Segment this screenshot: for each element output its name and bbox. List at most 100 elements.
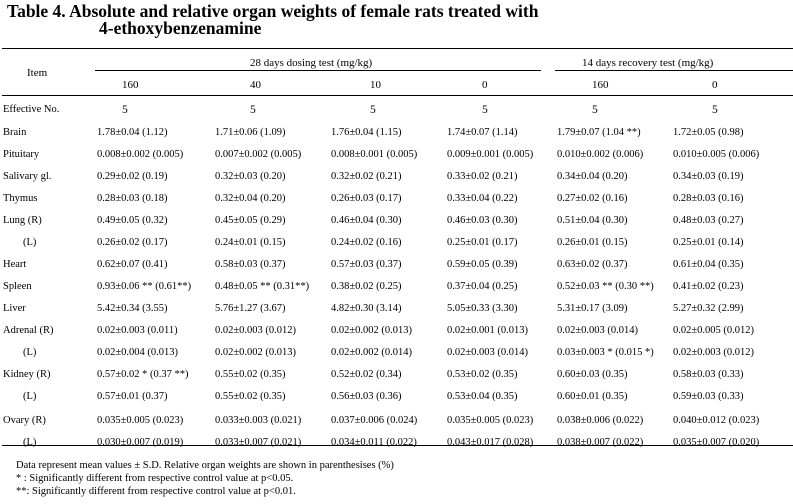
table-cell: 0.45±0.05 (0.29)	[215, 215, 286, 226]
table-cell: 0.24±0.01 (0.15)	[215, 237, 286, 248]
table-cell: 0.007±0.002 (0.005)	[215, 149, 302, 160]
table-cell: 0.043±0.017 (0.028)	[447, 437, 534, 448]
table-cell: 0.010±0.005 (0.006)	[673, 149, 760, 160]
table-cell: 0.61±0.04 (0.35)	[673, 259, 744, 270]
table-cell: 5	[122, 104, 128, 116]
item-header: Item	[27, 67, 48, 79]
recovery-group-header: 14 days recovery test (mg/kg)	[582, 57, 714, 69]
table-cell: 1.79±0.07 (1.04 **)	[557, 127, 641, 138]
table-cell: 0.030±0.007 (0.019)	[97, 437, 184, 448]
row-label: (L)	[23, 437, 37, 448]
table-cell: 0.49±0.05 (0.32)	[97, 215, 168, 226]
table-cell: 5	[482, 104, 488, 116]
table-cell: 0.02±0.003 (0.014)	[447, 347, 529, 358]
table-cell: 5	[592, 104, 598, 116]
footnote-1: Data represent mean values ± S.D. Relati…	[16, 460, 394, 471]
table-bottom-rule	[2, 445, 793, 446]
table-cell: 0.55±0.02 (0.35)	[215, 369, 286, 380]
table-cell: 0.33±0.04 (0.22)	[447, 193, 518, 204]
table-cell: 0.24±0.02 (0.16)	[331, 237, 402, 248]
row-label: (L)	[23, 347, 37, 358]
table-cell: 0.59±0.05 (0.39)	[447, 259, 518, 270]
row-label: Heart	[3, 259, 27, 270]
row-label: Brain	[3, 127, 27, 138]
table-cell: 0.55±0.02 (0.35)	[215, 391, 286, 402]
table-cell: 0.32±0.04 (0.20)	[215, 193, 286, 204]
table-cell: 0.58±0.03 (0.33)	[673, 369, 744, 380]
table-cell: 5.76±1.27 (3.67)	[215, 303, 286, 314]
dose-header-3: 0	[482, 79, 488, 91]
dose-header-4: 160	[592, 79, 609, 91]
table-cell: 5	[712, 104, 718, 116]
table-cell: 0.035±0.007 (0.020)	[673, 437, 760, 448]
table-top-rule	[2, 48, 793, 49]
table-cell: 0.32±0.02 (0.21)	[331, 171, 402, 182]
table-cell: 0.93±0.06 ** (0.61**)	[97, 281, 192, 292]
table-title-line-2: 4-ethoxybenzenamine	[99, 18, 262, 38]
table-cell: 0.32±0.03 (0.20)	[215, 171, 286, 182]
row-label: Adrenal (R)	[3, 325, 54, 336]
table-cell: 5.42±0.34 (3.55)	[97, 303, 168, 314]
table-cell: 0.037±0.006 (0.024)	[331, 415, 418, 426]
table-cell: 0.02±0.005 (0.012)	[673, 325, 755, 336]
table-cell: 0.59±0.03 (0.33)	[673, 391, 744, 402]
table-cell: 0.034±0.011 (0.022)	[331, 437, 417, 448]
row-label: Spleen	[3, 281, 32, 292]
table-cell: 0.62±0.07 (0.41)	[97, 259, 168, 270]
dosing-group-underline	[95, 70, 541, 71]
table-cell: 0.040±0.012 (0.023)	[673, 415, 760, 426]
row-label: Pituitary	[3, 149, 40, 160]
table-cell: 0.60±0.03 (0.35)	[557, 369, 628, 380]
table-cell: 5	[370, 104, 376, 116]
table-cell: 0.035±0.005 (0.023)	[447, 415, 534, 426]
table-cell: 0.41±0.02 (0.23)	[673, 281, 744, 292]
table-cell: 0.02±0.003 (0.012)	[673, 347, 755, 358]
table-cell: 0.010±0.002 (0.006)	[557, 149, 644, 160]
footnote-2: * : Significantly different from respect…	[16, 473, 294, 484]
table-cell: 0.57±0.03 (0.37)	[331, 259, 402, 270]
table-cell: 5.05±0.33 (3.30)	[447, 303, 518, 314]
table-cell: 5	[250, 104, 256, 116]
table-cell: 0.48±0.03 (0.27)	[673, 215, 744, 226]
table-cell: 0.57±0.01 (0.37)	[97, 391, 168, 402]
table-cell: 1.78±0.04 (1.12)	[97, 127, 168, 138]
table-cell: 0.25±0.01 (0.14)	[673, 237, 744, 248]
table-cell: 0.51±0.04 (0.30)	[557, 215, 628, 226]
table-cell: 0.29±0.02 (0.19)	[97, 171, 168, 182]
table-cell: 0.53±0.02 (0.35)	[447, 369, 518, 380]
dose-header-2: 10	[370, 79, 381, 91]
table-cell: 0.60±0.01 (0.35)	[557, 391, 628, 402]
table-cell: 0.02±0.003 (0.011)	[97, 325, 178, 336]
table-cell: 0.34±0.04 (0.20)	[557, 171, 628, 182]
header-bottom-rule	[2, 95, 793, 96]
table-cell: 0.63±0.02 (0.37)	[557, 259, 628, 270]
table-cell: 1.74±0.07 (1.14)	[447, 127, 518, 138]
table-title-line-1: Table 4. Absolute and relative organ wei…	[7, 1, 539, 21]
table-cell: 0.26±0.01 (0.15)	[557, 237, 628, 248]
table-cell: 0.26±0.02 (0.17)	[97, 237, 168, 248]
table-cell: 0.46±0.03 (0.30)	[447, 215, 518, 226]
table-cell: 0.57±0.02 * (0.37 **)	[97, 369, 189, 380]
table-cell: 0.33±0.02 (0.21)	[447, 171, 518, 182]
table-cell: 0.02±0.001 (0.013)	[447, 325, 529, 336]
table-cell: 0.34±0.03 (0.19)	[673, 171, 744, 182]
table-cell: 0.038±0.007 (0.022)	[557, 437, 644, 448]
table-cell: 0.02±0.003 (0.012)	[215, 325, 297, 336]
table-cell: 0.03±0.003 * (0.015 *)	[557, 347, 654, 358]
row-label: (L)	[23, 237, 37, 248]
table-cell: 0.26±0.03 (0.17)	[331, 193, 402, 204]
table-cell: 0.28±0.03 (0.16)	[673, 193, 744, 204]
table-cell: 0.033±0.007 (0.021)	[215, 437, 302, 448]
row-label: Liver	[3, 303, 26, 314]
dosing-group-header: 28 days dosing test (mg/kg)	[250, 57, 373, 69]
table-cell: 0.28±0.03 (0.18)	[97, 193, 168, 204]
table-cell: 1.76±0.04 (1.15)	[331, 127, 402, 138]
footnote-3: **: Significantly different from respect…	[16, 486, 296, 497]
table-cell: 4.82±0.30 (3.14)	[331, 303, 402, 314]
table-cell: 5.31±0.17 (3.09)	[557, 303, 628, 314]
table-cell: 1.72±0.05 (0.98)	[673, 127, 744, 138]
table-cell: 0.38±0.02 (0.25)	[331, 281, 402, 292]
table-cell: 0.035±0.005 (0.023)	[97, 415, 184, 426]
table-cell: 0.58±0.03 (0.37)	[215, 259, 286, 270]
table-cell: 0.02±0.002 (0.013)	[331, 325, 413, 336]
